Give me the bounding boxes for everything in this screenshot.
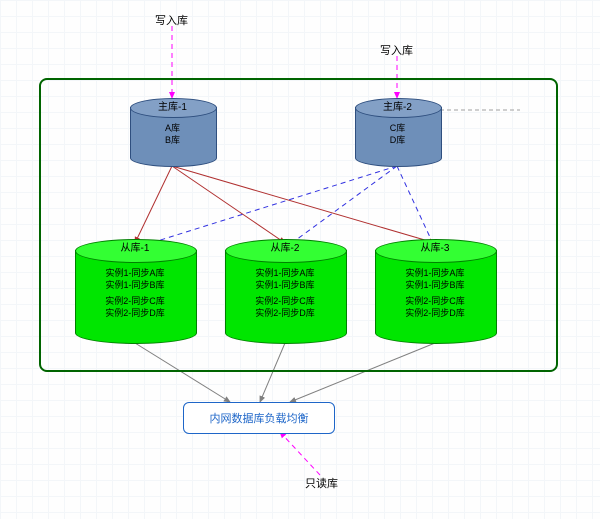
master-db-master-2: 主库-2 C库D库: [355, 98, 440, 166]
cylinder-title: 从库-2: [225, 242, 345, 256]
write-label-left: 写入库: [155, 12, 188, 28]
slave-db-slave-3: 从库-3 实例1-同步A库实例1-同步B库实例2-同步C库实例2-同步D库: [375, 239, 495, 343]
master-db-master-1: 主库-1 A库B库: [130, 98, 215, 166]
load-balancer-label: 内网数据库负载均衡: [210, 410, 309, 426]
cylinder-lines: 实例1-同步A库实例1-同步B库实例2-同步C库实例2-同步D库: [375, 267, 495, 320]
cylinder-title: 从库-1: [75, 242, 195, 256]
write-label-right: 写入库: [380, 42, 413, 58]
slave-db-slave-2: 从库-2 实例1-同步A库实例1-同步B库实例2-同步C库实例2-同步D库: [225, 239, 345, 343]
cylinder-title: 从库-3: [375, 242, 495, 256]
load-balancer-box: 内网数据库负载均衡: [183, 402, 335, 434]
cylinder-lines: A库B库: [130, 122, 215, 146]
slave-db-slave-1: 从库-1 实例1-同步A库实例1-同步B库实例2-同步C库实例2-同步D库: [75, 239, 195, 343]
cylinder-lines: 实例1-同步A库实例1-同步B库实例2-同步C库实例2-同步D库: [75, 267, 195, 320]
read-label: 只读库: [305, 475, 338, 491]
cylinder-lines: 实例1-同步A库实例1-同步B库实例2-同步C库实例2-同步D库: [225, 267, 345, 320]
cylinder-title: 主库-2: [355, 101, 440, 115]
diagram-canvas: 主库-1 A库B库 主库-2 C库D库从库-1 实例1-同步A库实例1-同步B库实例2-…: [0, 0, 600, 519]
cylinder-title: 主库-1: [130, 101, 215, 115]
arrow: [280, 432, 320, 475]
cylinder-lines: C库D库: [355, 122, 440, 146]
